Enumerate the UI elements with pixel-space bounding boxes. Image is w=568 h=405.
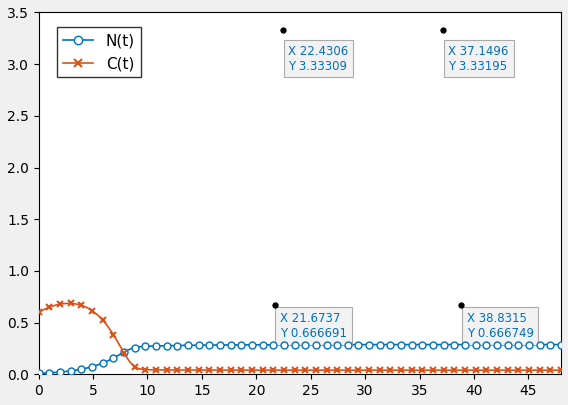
Text: X 37.1496
Y 3.33195: X 37.1496 Y 3.33195 [448, 45, 509, 73]
Text: X 21.6737
Y 0.666691: X 21.6737 Y 0.666691 [280, 312, 347, 340]
Text: X 22.4306
Y 3.33309: X 22.4306 Y 3.33309 [288, 45, 349, 72]
Text: X 38.8315
Y 0.666749: X 38.8315 Y 0.666749 [467, 312, 534, 340]
Legend: N(t), C(t): N(t), C(t) [57, 27, 141, 77]
